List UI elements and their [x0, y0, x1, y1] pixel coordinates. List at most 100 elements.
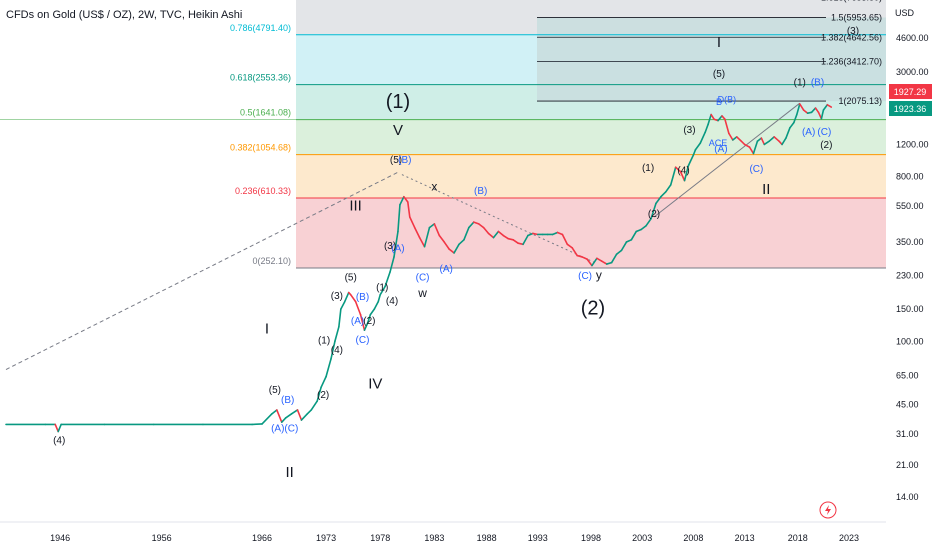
wave-label: II — [285, 464, 293, 481]
price-segment — [363, 322, 369, 331]
wave-label: (B) — [398, 155, 411, 166]
price-segment — [354, 300, 362, 316]
wave-label: (1) — [386, 91, 410, 113]
wave-label: (4) — [677, 166, 689, 177]
price-segment — [507, 237, 514, 241]
price-segment — [377, 293, 382, 303]
wave-label: (2) — [648, 209, 660, 220]
price-segment — [527, 232, 534, 237]
wave-label: (C) — [749, 164, 763, 175]
wave-label: (A) — [802, 127, 815, 138]
price-segment — [497, 230, 505, 237]
price-segment — [300, 413, 309, 421]
x-tick-label: 2008 — [683, 533, 703, 543]
wave-label: (5) — [390, 155, 402, 166]
price-segment — [707, 113, 712, 125]
price-segment — [389, 256, 395, 273]
price-segment — [773, 136, 780, 143]
extension-level-label: 1.5(5953.65) — [831, 13, 882, 23]
price-segment — [458, 239, 465, 246]
wave-label: (1) — [794, 78, 806, 89]
price-segment — [576, 254, 583, 258]
wave-label: (2) — [317, 390, 329, 401]
wave-label: (C) — [578, 271, 592, 282]
wave-label: V — [393, 122, 403, 139]
price-segment — [433, 223, 441, 237]
price-segment — [601, 260, 608, 265]
y-tick-label: 14.00 — [896, 492, 919, 502]
price-segment — [581, 256, 588, 260]
price-segment — [768, 136, 775, 143]
x-tick-label: 2023 — [839, 533, 859, 543]
extension-level-label: 1.382(4642.56) — [821, 32, 882, 42]
price-segment — [280, 417, 287, 423]
price-segment — [487, 232, 495, 239]
price-segment — [522, 234, 529, 246]
price-badge — [889, 84, 932, 99]
y-tick-label: 31.00 — [896, 429, 919, 439]
x-tick-label: 1988 — [477, 533, 497, 543]
price-segment — [694, 142, 702, 151]
price-segment — [532, 232, 539, 236]
price-segment — [566, 243, 574, 249]
price-segment — [384, 271, 391, 288]
price-segment — [407, 201, 411, 218]
price-segment — [820, 109, 825, 120]
price-segment — [826, 103, 833, 108]
wave-label: (5) — [713, 69, 725, 80]
price-segment — [704, 123, 709, 134]
price-segment — [760, 137, 766, 146]
price-segment — [610, 253, 618, 264]
y-axis-unit: USD — [895, 8, 915, 18]
price-segment — [635, 228, 643, 233]
price-segment — [756, 137, 763, 143]
y-tick-label: 230.00 — [896, 270, 924, 280]
wave-label: B — [716, 97, 722, 107]
price-segment — [551, 231, 559, 236]
trend-line — [5, 171, 400, 370]
price-segment — [413, 226, 421, 239]
wave-label: x — [431, 180, 437, 194]
price-segment — [605, 261, 613, 265]
price-segment — [687, 154, 695, 167]
price-segment — [366, 313, 372, 325]
price-segment — [369, 308, 376, 316]
y-tick-label: 100.00 — [896, 336, 924, 346]
price-segment — [477, 223, 485, 229]
price-segment — [743, 143, 751, 148]
level-lines-layer: 0(252.10) 0.236(610.33) 0.382(1054.68) 0.5(… — [0, 0, 886, 269]
price-segment — [502, 234, 510, 240]
x-tick-label: 1966 — [252, 533, 272, 543]
extension-level-label: 1(2075.13) — [838, 96, 882, 106]
wave-label: I — [265, 321, 269, 338]
price-segment — [399, 195, 405, 206]
wave-label: (3) — [384, 241, 396, 252]
x-tick-label: 2018 — [788, 533, 808, 543]
price-segment — [665, 184, 672, 193]
price-segment — [660, 190, 667, 198]
wave-label: (2) — [363, 316, 375, 327]
price-segment — [752, 140, 759, 155]
extension-level-label: 1.618(7653.80) — [821, 0, 882, 3]
wave-label: (A) — [440, 264, 453, 275]
x-tick-label: 1993 — [528, 533, 548, 543]
price-segment — [781, 137, 787, 146]
wave-label: (C) — [416, 273, 430, 284]
price-segment — [284, 413, 293, 419]
fib-level-label: 0.786(4791.40) — [230, 23, 291, 33]
wave-label: (A)(C) — [271, 424, 298, 435]
price-segment — [290, 409, 299, 415]
wave-label: (1) — [642, 163, 654, 174]
price-segment — [591, 257, 598, 267]
price-segment — [428, 223, 436, 229]
price-segment — [822, 103, 829, 111]
price-segment — [655, 195, 662, 205]
price-segment — [561, 233, 569, 246]
price-segment — [556, 231, 564, 236]
price-segment — [586, 258, 593, 267]
fib-zone-0236-0382 — [296, 154, 886, 198]
fib-level-label: 0.382(1054.68) — [230, 143, 291, 153]
